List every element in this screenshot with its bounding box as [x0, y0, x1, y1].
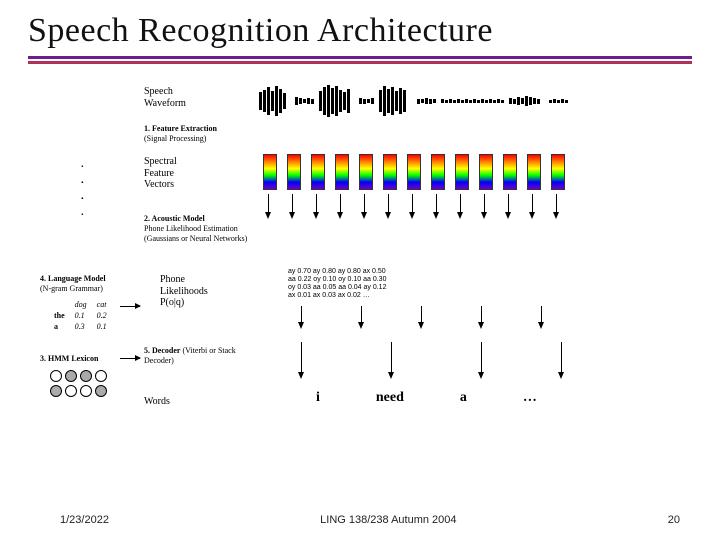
phone-likelihood-table: ay 0.70 ay 0.80 ay 0.80 ax 0.50 aa 0.22 …: [288, 268, 386, 300]
footer-course: LING 138/238 Autumn 2004: [320, 514, 456, 526]
footer-page: 20: [668, 514, 680, 526]
ngram-row-1: a 0.3 0.1: [50, 322, 111, 331]
box2-sub: Phone Likelihood Estimation (Gaussians o…: [144, 224, 247, 243]
ngram-r0c0: the: [54, 311, 65, 320]
box1-sub: (Signal Processing): [144, 134, 206, 143]
ngram-h2: cat: [97, 300, 107, 309]
spectral-bars: [258, 154, 570, 190]
ph-row-3: ax 0.01 ax 0.03 ax 0.02 …: [288, 292, 386, 300]
word-2: a: [460, 390, 467, 406]
waveform-graphic: [258, 84, 578, 118]
ngram-row-0: the 0.1 0.2: [50, 311, 111, 320]
footer-date: 1/23/2022: [60, 514, 109, 526]
rule-primary: [28, 56, 692, 59]
rule-secondary: [28, 61, 692, 64]
label-waveform: Speech Waveform: [144, 86, 186, 109]
box4-sub: (N-gram Grammar): [40, 284, 103, 293]
box-feature-extraction: 1. Feature Extraction (Signal Processing…: [144, 124, 254, 144]
ngram-r0c2: 0.2: [97, 311, 107, 320]
word-3: …: [523, 390, 537, 406]
box-language-model: 4. Language Model (N-gram Grammar): [40, 274, 140, 294]
ngram-r1c2: 0.1: [97, 322, 107, 331]
label-spectral: Spectral Feature Vectors: [144, 156, 177, 191]
ph-row-1: aa 0.22 oy 0.10 oy 0.10 aa 0.30: [288, 276, 386, 284]
word-1: need: [376, 390, 404, 406]
ngram-r1c1: 0.3: [75, 322, 85, 331]
ngram-table: dog cat the 0.1 0.2 a 0.3 0.1: [48, 298, 113, 333]
box-hmm-lexicon: 3. HMM Lexicon: [40, 354, 130, 364]
label-spectral-text: Spectral Feature Vectors: [144, 156, 177, 190]
box4-title: 4. Language Model: [40, 274, 106, 283]
slide: Speech Recognition Architecture Speech W…: [0, 0, 720, 540]
label-words-text: Words: [144, 396, 170, 407]
label-phone-lik: Phone Likelihoods P(o|q): [160, 274, 208, 309]
box2-title: 2. Acoustic Model: [144, 214, 205, 223]
label-words: Words: [144, 396, 170, 408]
arrow-lm-to-decoder: [120, 306, 140, 307]
ph-row-0: ay 0.70 ay 0.80 ay 0.80 ax 0.50: [288, 268, 386, 276]
ngram-r1c0: a: [54, 322, 58, 331]
box3-title: 5. Decoder: [144, 346, 180, 355]
word-0: i: [316, 390, 320, 406]
box-acoustic-model: 2. Acoustic Model Phone Likelihood Estim…: [144, 214, 254, 244]
ngram-r0c1: 0.1: [75, 311, 85, 320]
dots-row-2: · ·: [80, 192, 87, 224]
footer: 1/23/2022 LING 138/238 Autumn 2004 20: [0, 514, 720, 526]
word-output-row: i need a …: [288, 390, 565, 406]
diagram-area: Speech Waveform 1. Feature Extraction (S…: [28, 74, 692, 464]
page-title: Speech Recognition Architecture: [28, 12, 692, 50]
label-phone-lik-text: Phone Likelihoods P(o|q): [160, 274, 208, 308]
hmm-graphic: [50, 370, 107, 397]
box5-title: 3. HMM Lexicon: [40, 354, 98, 363]
arrow-hmm-to-decoder: [120, 358, 140, 359]
label-waveform-text: Speech Waveform: [144, 86, 186, 109]
box1-title: 1. Feature Extraction: [144, 124, 217, 133]
ngram-h1: dog: [75, 300, 87, 309]
box-decoder: 5. Decoder (Viterbi or Stack Decoder): [144, 346, 254, 366]
ngram-header: dog cat: [50, 300, 111, 309]
ph-row-2: oy 0.03 aa 0.05 aa 0.04 ay 0.12: [288, 284, 386, 292]
title-rule: [28, 56, 692, 64]
